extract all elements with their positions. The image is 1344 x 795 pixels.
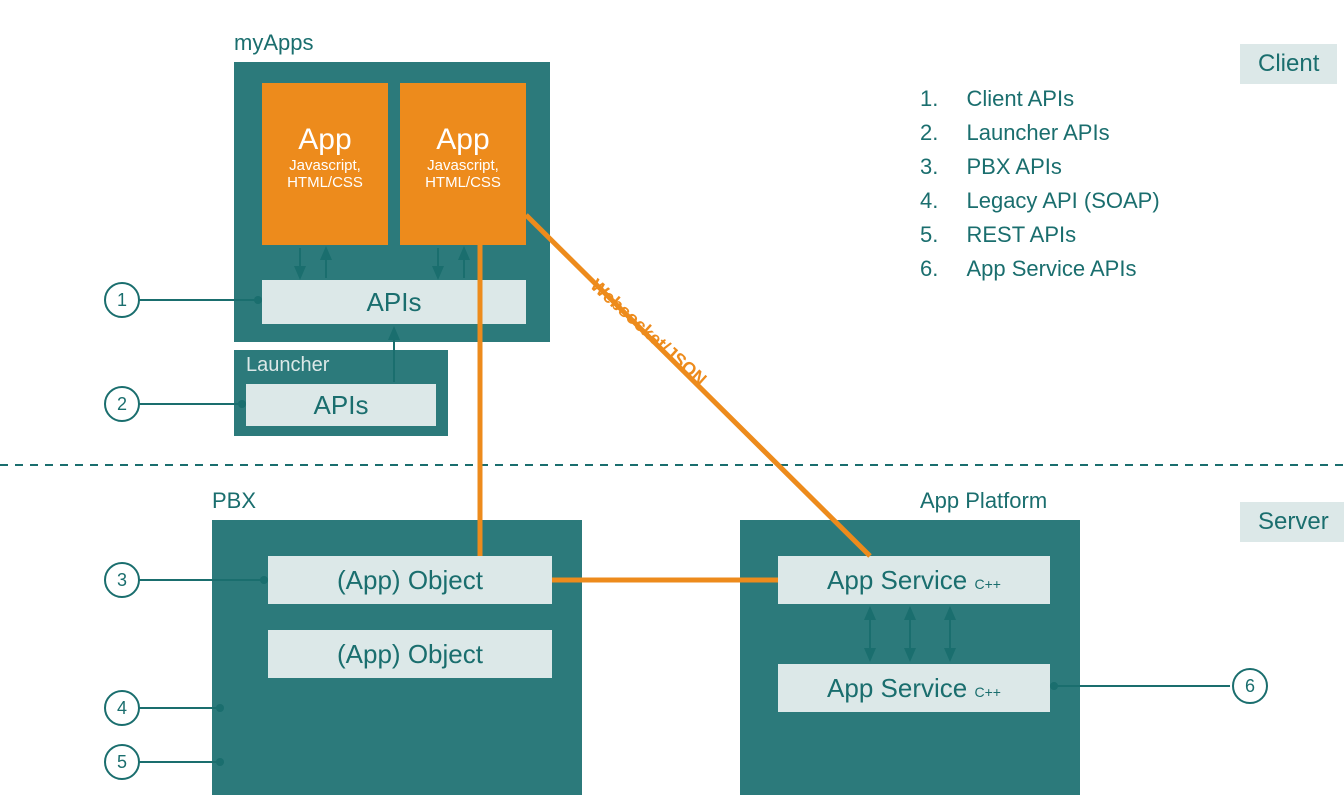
pbx-object-2-label: (App) Object xyxy=(268,630,552,678)
app-service-1-label: App Service C++ xyxy=(778,556,1050,608)
app-service-2-label: App Service C++ xyxy=(778,664,1050,716)
app-service-2-sub: C++ xyxy=(974,684,1000,700)
app-service-2-text: App Service xyxy=(827,673,967,703)
legend-1-n: 1. xyxy=(920,86,938,111)
myapps-title: myApps xyxy=(234,30,313,56)
callout-1: 1 xyxy=(104,282,140,318)
launcher-apis-box: APIs xyxy=(246,384,436,426)
legend-1: 1. Client APIs xyxy=(920,86,1074,112)
client-badge: Client xyxy=(1240,44,1337,84)
app-box-2: App Javascript, HTML/CSS xyxy=(400,83,526,245)
legend-2-label: Launcher APIs xyxy=(966,120,1109,145)
app-service-2: App Service C++ xyxy=(778,664,1050,712)
myapps-apis-box: APIs xyxy=(262,280,526,324)
legend-5-label: REST APIs xyxy=(966,222,1076,247)
callout-4: 4 xyxy=(104,690,140,726)
app-service-1: App Service C++ xyxy=(778,556,1050,604)
legend-4: 4. Legacy API (SOAP) xyxy=(920,188,1160,214)
legend-3: 3. PBX APIs xyxy=(920,154,1062,180)
app-2-title: App xyxy=(400,123,526,157)
app-platform-title: App Platform xyxy=(920,488,1047,514)
pbx-title: PBX xyxy=(212,488,256,514)
legend-6-n: 6. xyxy=(920,256,938,281)
callout-5: 5 xyxy=(104,744,140,780)
connection-label: Websocket/JSON xyxy=(586,275,711,390)
connector-overlay xyxy=(0,0,1344,795)
legend-4-label: Legacy API (SOAP) xyxy=(966,188,1159,213)
legend-6: 6. App Service APIs xyxy=(920,256,1136,282)
pbx-object-1-label: (App) Object xyxy=(268,556,552,604)
callout-6: 6 xyxy=(1232,668,1268,704)
callout-3: 3 xyxy=(104,562,140,598)
app-2-subtitle: Javascript, HTML/CSS xyxy=(400,157,526,191)
pbx-object-2: (App) Object xyxy=(268,630,552,678)
legend-3-n: 3. xyxy=(920,154,938,179)
app-box-1: App Javascript, HTML/CSS xyxy=(262,83,388,245)
legend-6-label: App Service APIs xyxy=(966,256,1136,281)
pbx-object-1: (App) Object xyxy=(268,556,552,604)
legend-4-n: 4. xyxy=(920,188,938,213)
callout-2: 2 xyxy=(104,386,140,422)
legend-2-n: 2. xyxy=(920,120,938,145)
legend-2: 2. Launcher APIs xyxy=(920,120,1110,146)
legend-1-label: Client APIs xyxy=(966,86,1074,111)
legend-5: 5. REST APIs xyxy=(920,222,1076,248)
launcher-apis-label: APIs xyxy=(246,384,436,426)
app-1-subtitle: Javascript, HTML/CSS xyxy=(262,157,388,191)
legend-3-label: PBX APIs xyxy=(966,154,1061,179)
myapps-apis-label: APIs xyxy=(262,280,526,324)
app-service-1-text: App Service xyxy=(827,565,967,595)
app-service-1-sub: C++ xyxy=(974,576,1000,592)
app-1-title: App xyxy=(262,123,388,157)
legend-5-n: 5. xyxy=(920,222,938,247)
server-badge: Server xyxy=(1240,502,1344,542)
launcher-title: Launcher xyxy=(246,354,329,377)
